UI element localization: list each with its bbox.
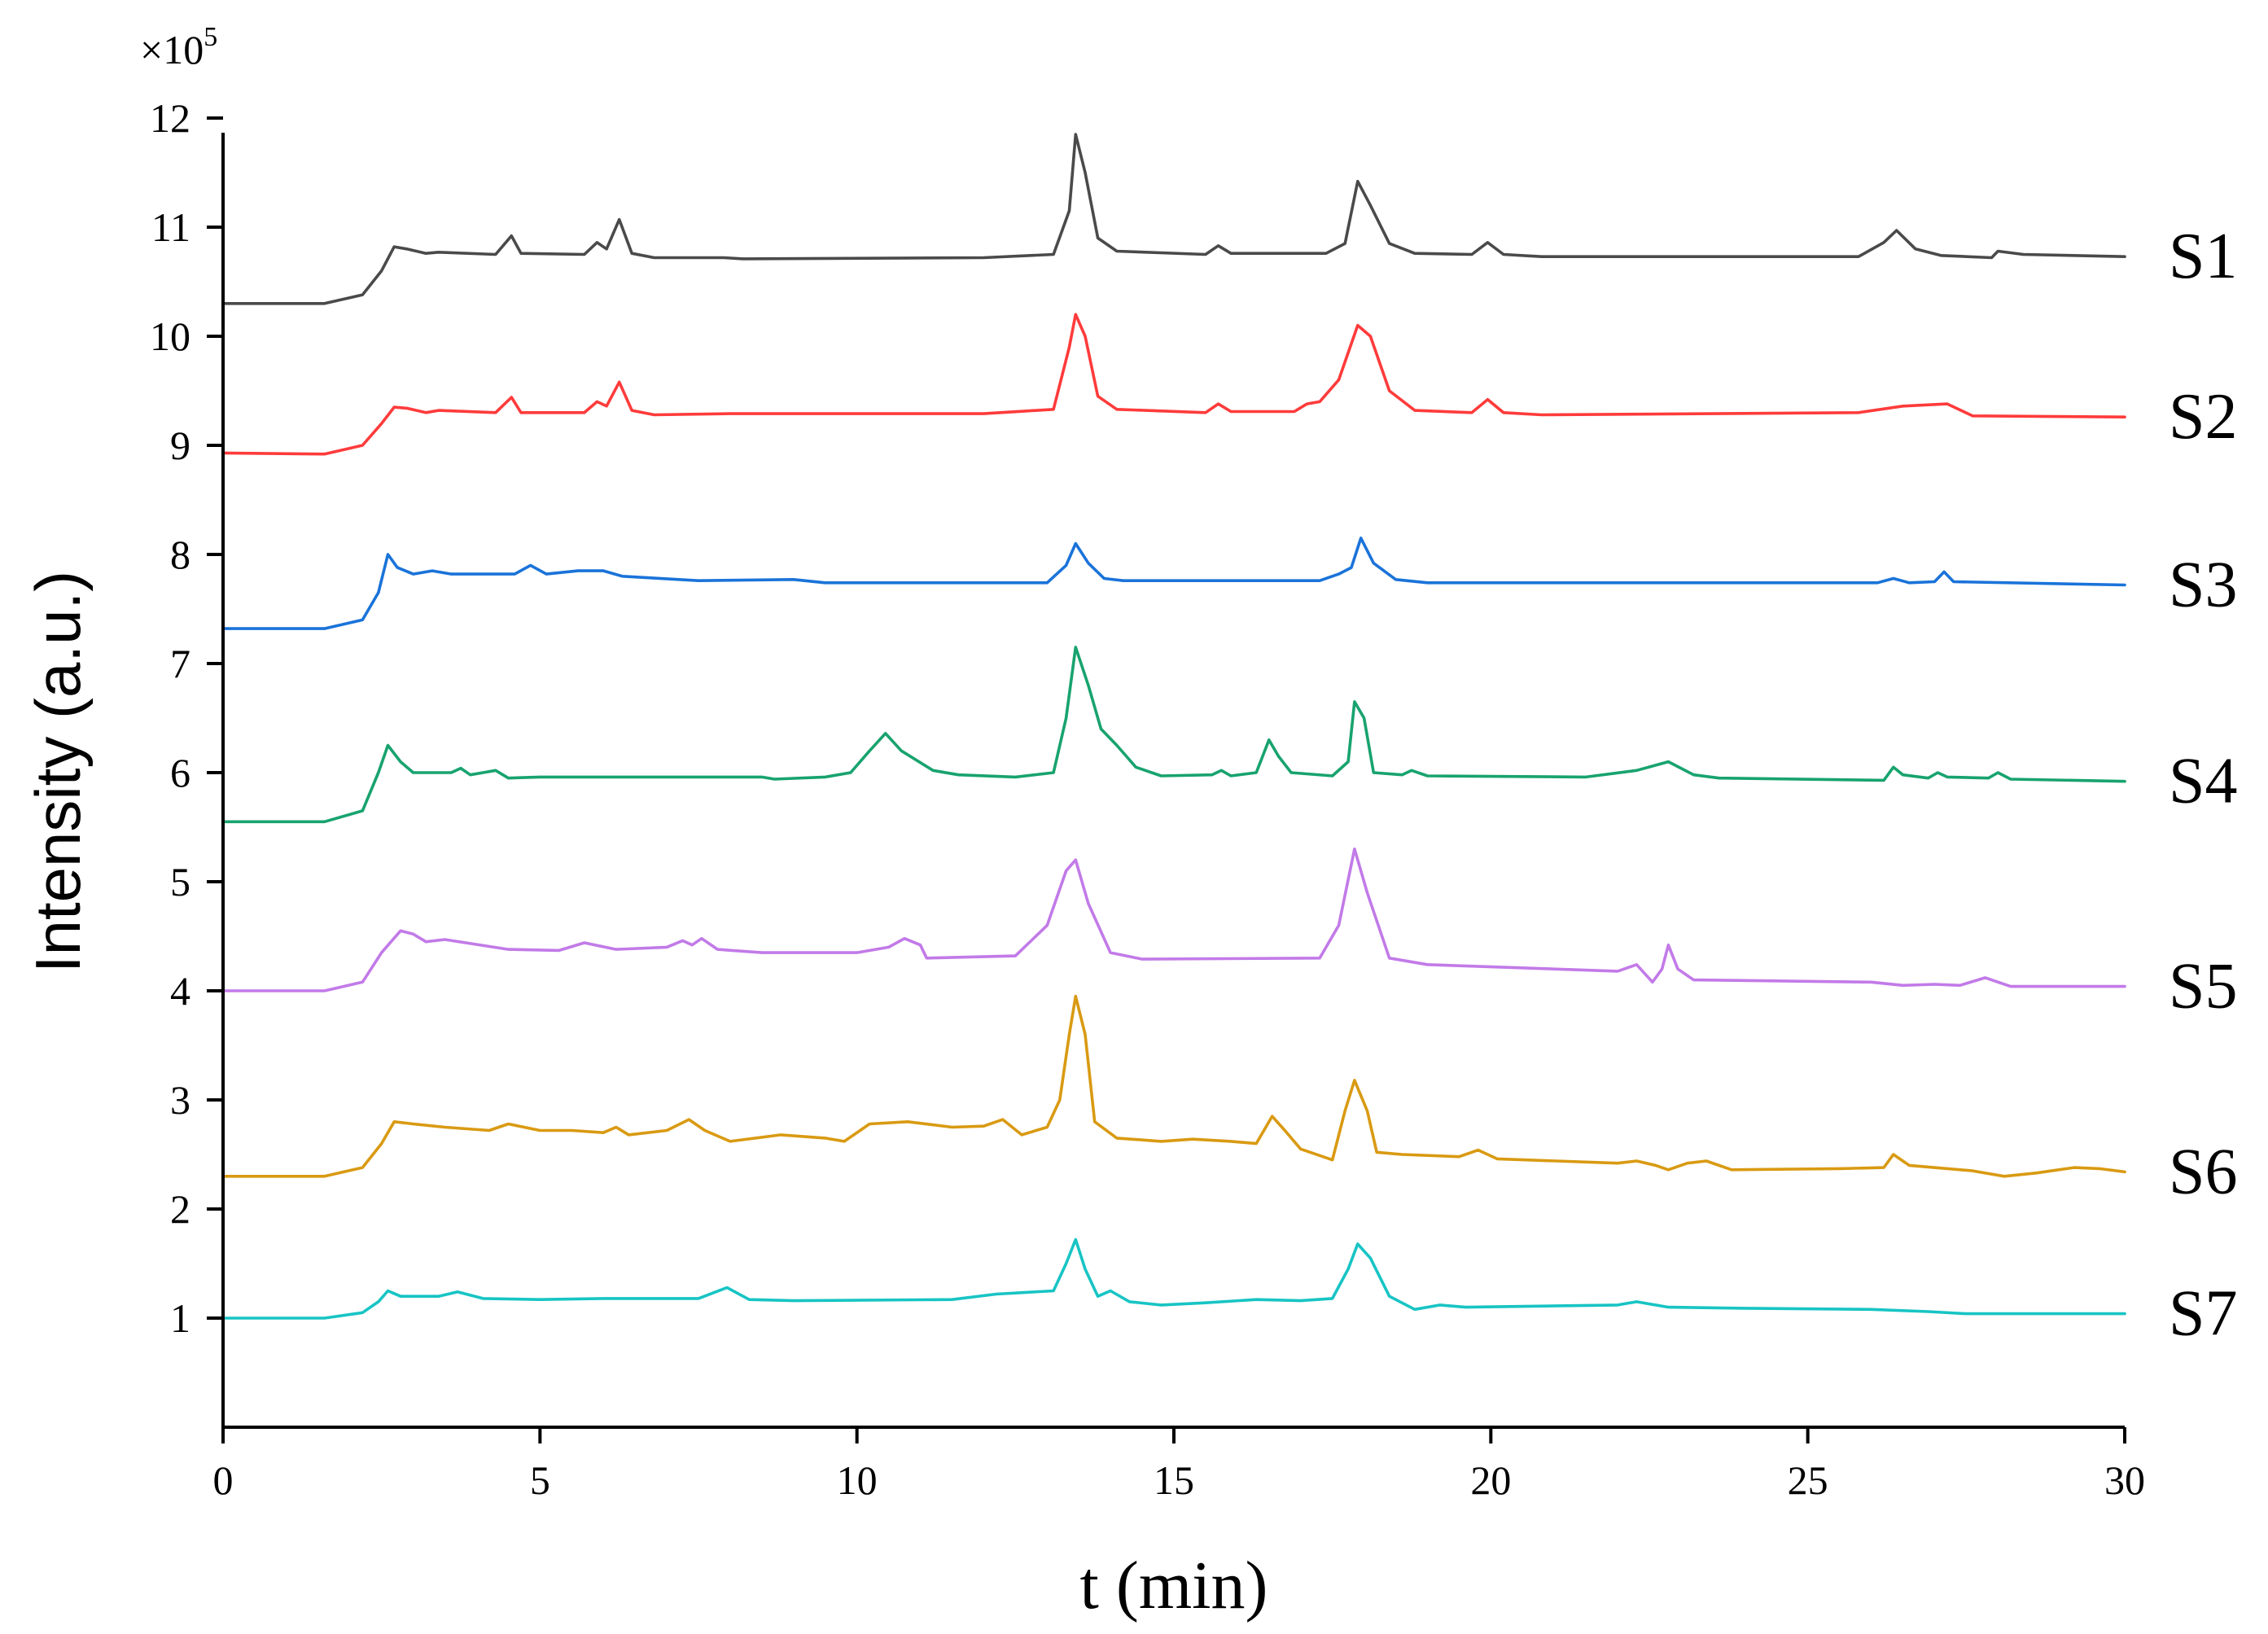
x-tick-label: 0	[213, 1457, 234, 1503]
trace-s2	[221, 313, 2126, 456]
y-tick-label: 3	[170, 1077, 190, 1123]
y-tick-label: 8	[170, 532, 190, 577]
y-multiplier: ×105	[140, 22, 217, 72]
y-tick-label: 1	[170, 1295, 190, 1341]
series-label-s6: S6	[2169, 1136, 2238, 1207]
y-multiplier-exponent: 5	[204, 22, 217, 52]
trace-s7	[221, 1238, 2126, 1320]
x-tick-label: 10	[837, 1457, 878, 1503]
trace-s4	[221, 646, 2126, 824]
series-label-s2: S2	[2169, 381, 2238, 453]
series-label-s7: S7	[2169, 1278, 2238, 1350]
trace-s1	[221, 133, 2126, 305]
trace-s3	[221, 537, 2126, 630]
y-tick-label: 6	[170, 750, 190, 795]
y-tick-label: 10	[150, 313, 190, 359]
x-tick-label: 30	[2104, 1457, 2145, 1503]
series-traces	[221, 133, 2126, 1320]
x-tick-label: 20	[1470, 1457, 1511, 1503]
y-tick-label: 2	[170, 1186, 190, 1232]
x-tick-label: 25	[1788, 1457, 1828, 1503]
x-axis-title: t (min)	[1080, 1548, 1268, 1623]
series-labels: S1 S2 S3 S4 S5 S6 S7	[2169, 221, 2238, 1349]
series-label-s5: S5	[2169, 951, 2238, 1023]
y-tick-label: 7	[170, 641, 190, 686]
y-multiplier-base: ×10	[140, 27, 204, 72]
x-axis-ticks: 0 5 10 15 20 25 30	[213, 1427, 2145, 1503]
y-tick-label: 11	[151, 204, 190, 250]
series-label-s4: S4	[2169, 746, 2238, 817]
x-tick-label: 15	[1154, 1457, 1194, 1503]
y-tick-label: 4	[170, 968, 190, 1014]
x-tick-label: 5	[530, 1457, 550, 1503]
y-tick-label: 9	[170, 423, 190, 468]
trace-s6	[221, 994, 2126, 1178]
series-label-s3: S3	[2169, 550, 2238, 621]
series-label-s1: S1	[2169, 221, 2238, 292]
trace-s5	[221, 848, 2126, 992]
y-tick-label: 12	[150, 95, 190, 141]
y-tick-label: 5	[170, 859, 190, 905]
y-axis-title: Intensity (a.u.)	[22, 571, 94, 973]
